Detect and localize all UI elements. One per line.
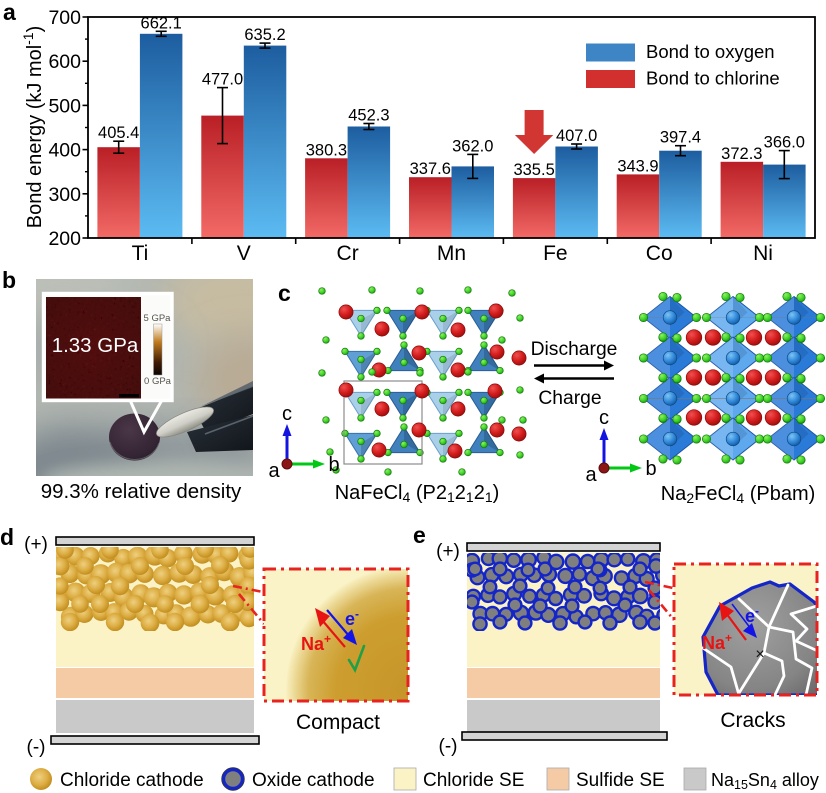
svg-text:Chloride cathode: Chloride cathode xyxy=(60,770,204,791)
svg-text:635.2: 635.2 xyxy=(244,26,285,44)
svg-text:Cr: Cr xyxy=(337,242,359,265)
svg-text:b: b xyxy=(2,267,16,293)
svg-text:b: b xyxy=(328,454,339,476)
svg-text:366.0: 366.0 xyxy=(764,134,805,152)
svg-text:5 GPa: 5 GPa xyxy=(144,313,172,324)
svg-text:(+): (+) xyxy=(24,534,48,555)
svg-text:397.4: 397.4 xyxy=(660,129,701,147)
svg-text:a: a xyxy=(3,0,16,25)
svg-text:600: 600 xyxy=(48,51,81,73)
svg-text:a: a xyxy=(268,460,280,482)
svg-text:Bond to oxygen: Bond to oxygen xyxy=(646,41,775,62)
svg-text:(-): (-) xyxy=(439,736,458,757)
svg-text:372.3: 372.3 xyxy=(721,145,762,163)
svg-text:Na+: Na+ xyxy=(702,631,732,653)
svg-text:Charge: Charge xyxy=(538,388,601,409)
svg-text:c: c xyxy=(282,403,292,425)
svg-text:(+): (+) xyxy=(436,541,460,562)
svg-text:335.5: 335.5 xyxy=(513,161,554,179)
svg-text:V: V xyxy=(237,242,251,265)
svg-text:343.9: 343.9 xyxy=(617,157,658,175)
svg-text:a: a xyxy=(585,464,597,486)
svg-text:Ni: Ni xyxy=(753,242,773,265)
svg-text:700: 700 xyxy=(48,7,81,29)
svg-text:d: d xyxy=(0,524,14,550)
svg-text:0 GPa: 0 GPa xyxy=(144,376,172,387)
svg-text:Co: Co xyxy=(646,242,673,265)
svg-text:200: 200 xyxy=(48,228,81,250)
svg-text:Cracks: Cracks xyxy=(720,709,785,732)
svg-text:Na+: Na+ xyxy=(301,632,331,654)
svg-text:1.33 GPa: 1.33 GPa xyxy=(52,334,139,357)
svg-text:Bond energy (kJ mol-1): Bond energy (kJ mol-1) xyxy=(20,26,46,229)
svg-text:b: b xyxy=(645,458,656,480)
svg-text:Sulfide SE: Sulfide SE xyxy=(576,770,665,791)
svg-text:300: 300 xyxy=(48,184,81,206)
svg-text:99.3% relative density: 99.3% relative density xyxy=(41,480,242,503)
svg-text:c: c xyxy=(278,280,291,306)
svg-text:Chloride SE: Chloride SE xyxy=(423,770,524,791)
svg-text:Oxide cathode: Oxide cathode xyxy=(252,770,375,791)
svg-text:NaFeCl4 (P212121): NaFeCl4 (P212121) xyxy=(335,482,500,505)
svg-text:400: 400 xyxy=(48,140,81,162)
svg-text:Discharge: Discharge xyxy=(531,339,618,360)
svg-text:662.1: 662.1 xyxy=(141,14,182,32)
svg-text:Bond to chlorine: Bond to chlorine xyxy=(646,68,780,89)
svg-text:477.0: 477.0 xyxy=(202,71,243,89)
svg-text:e: e xyxy=(413,522,426,548)
svg-text:c: c xyxy=(599,407,609,429)
svg-text:Na15Sn4 alloy: Na15Sn4 alloy xyxy=(711,770,819,792)
svg-text:405.4: 405.4 xyxy=(98,124,139,142)
svg-text:407.0: 407.0 xyxy=(556,127,597,145)
svg-text:Fe: Fe xyxy=(543,242,568,265)
svg-text:Ti: Ti xyxy=(132,242,149,265)
svg-text:337.6: 337.6 xyxy=(410,160,451,178)
svg-text:(-): (-) xyxy=(27,737,46,758)
svg-text:×: × xyxy=(755,646,764,663)
svg-text:452.3: 452.3 xyxy=(348,106,389,124)
svg-text:Mn: Mn xyxy=(437,242,466,265)
svg-text:362.0: 362.0 xyxy=(452,137,493,155)
svg-text:380.3: 380.3 xyxy=(306,141,347,159)
svg-text:Na2FeCl4 (Pbam): Na2FeCl4 (Pbam) xyxy=(661,483,816,506)
svg-text:Compact: Compact xyxy=(296,711,380,734)
svg-text:500: 500 xyxy=(48,95,81,117)
